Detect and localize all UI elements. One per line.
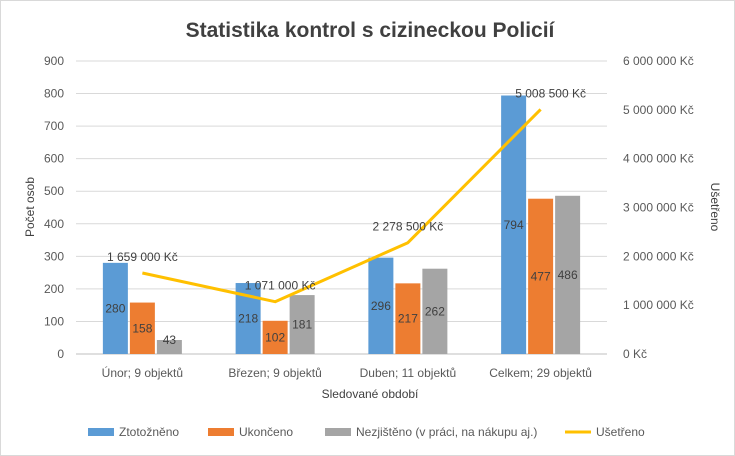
y-tick-label: 800: [44, 87, 64, 101]
y-tick-label: 100: [44, 314, 64, 328]
legend-label: Ztotožněno: [119, 425, 179, 439]
bar-value-label: 794: [504, 218, 524, 232]
bar: [528, 198, 554, 354]
x-tick-label: Březen; 9 objektů: [228, 366, 321, 380]
legend-swatch: [88, 428, 114, 436]
legend-swatch: [325, 428, 351, 436]
x-tick-label: Duben; 11 objektů: [360, 366, 457, 380]
y2-tick-label: 2 000 000 Kč: [623, 249, 694, 263]
legend-label: Nezjištěno (v práci, na nákupu aj.): [356, 425, 537, 439]
y2-tick-label: 0 Kč: [623, 347, 647, 361]
legend: Ztotožněno Ukončeno Nezjištěno (v práci, n…: [88, 425, 645, 439]
bar-value-label: 218: [238, 312, 258, 326]
y-tick-label: 700: [44, 119, 64, 133]
bar-value-label: 217: [398, 312, 418, 326]
legend-label: Ukončeno: [239, 425, 293, 439]
x-tick-label: Celkem; 29 objektů: [489, 366, 592, 380]
bar-value-label: 43: [163, 333, 177, 347]
legend-swatch: [208, 428, 234, 436]
bar: [395, 283, 421, 354]
bar: [156, 340, 182, 354]
y-tick-label: 500: [44, 184, 64, 198]
y-tick-label: 300: [44, 249, 64, 263]
y2-tick-label: 3 000 000 Kč: [623, 201, 694, 215]
line-series: 1 659 000 Kč 1 071 000 Kč 2 278 500 Kč 5 00…: [107, 86, 586, 304]
line-value-label: 2 278 500 Kč: [373, 220, 444, 234]
x-axis: Únor; 9 objektů Březen; 9 objektů Duben; 1…: [102, 365, 592, 380]
bar-value-label: 158: [132, 321, 152, 335]
bar: [422, 268, 448, 354]
y-axis-title: Počet osob: [23, 177, 37, 237]
line-path: [142, 108, 542, 304]
line-value-label: 1 071 000 Kč: [245, 279, 316, 293]
bar-value-label: 477: [531, 269, 551, 283]
chart-title: Statistika kontrol s cizineckou Policií: [186, 19, 556, 42]
line-value-label: 1 659 000 Kč: [107, 250, 178, 264]
y2-tick-label: 1 000 000 Kč: [623, 298, 694, 312]
gridlines: [76, 60, 607, 355]
bar: [102, 262, 128, 354]
legend-label: Ušetřeno: [596, 425, 645, 439]
y-axis-left: 0 100 200 300 400 500 600 700 800 900: [44, 54, 64, 361]
y-tick-label: 400: [44, 217, 64, 231]
bar: [555, 195, 581, 354]
bar: [262, 320, 288, 354]
y-tick-label: 0: [57, 347, 64, 361]
bar-value-label: 280: [105, 301, 125, 315]
y2-tick-label: 4 000 000 Kč: [623, 152, 694, 166]
bar-value-label: 262: [425, 304, 445, 318]
bar-value-label: 181: [292, 318, 312, 332]
x-tick-label: Únor; 9 objektů: [102, 365, 183, 380]
bar-value-label: 296: [371, 299, 391, 313]
bar: [129, 302, 155, 354]
y-axis-right: 0 Kč 1 000 000 Kč 2 000 000 Kč 3 000 000 Kč…: [623, 54, 694, 361]
line-value-label: 5 008 500 Kč: [515, 86, 586, 100]
bar-value-label: 486: [558, 268, 578, 282]
y2-tick-label: 6 000 000 Kč: [623, 54, 694, 68]
y2-tick-label: 5 000 000 Kč: [623, 103, 694, 117]
y-tick-label: 600: [44, 152, 64, 166]
y2-axis-title: Ušetřeno: [708, 183, 722, 232]
y-tick-label: 200: [44, 282, 64, 296]
bar-value-label: 102: [265, 330, 285, 344]
bar-series: 280 158 43 218 102 181 296 217 262 794 477 486: [102, 95, 581, 355]
y-tick-label: 900: [44, 54, 64, 68]
bar: [289, 295, 315, 354]
bar: [368, 257, 394, 354]
x-axis-title: Sledované období: [322, 387, 419, 401]
